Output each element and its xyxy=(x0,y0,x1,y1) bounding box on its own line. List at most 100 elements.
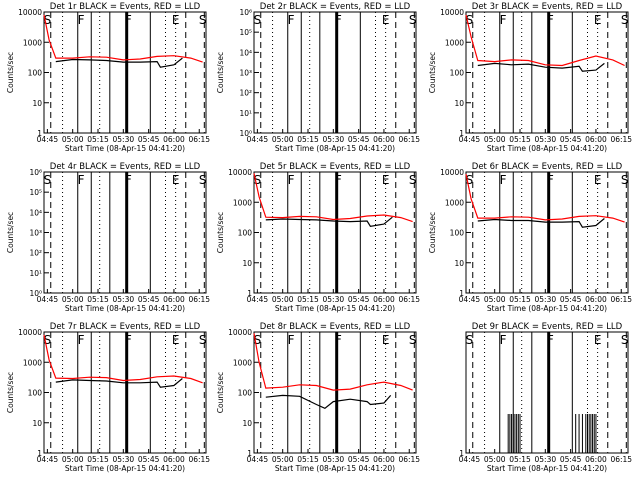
y-tick-label: 10⁰ xyxy=(239,129,252,138)
y-tick-label: 10 xyxy=(454,259,464,268)
flag-label: S xyxy=(44,173,52,187)
x-tick-label: 06:00 xyxy=(373,455,395,464)
x-tick-label: 05:30 xyxy=(323,135,345,144)
y-tick-label: 1000 xyxy=(445,198,464,207)
x-tick-label: 05:30 xyxy=(535,455,557,464)
x-tick-label: 05:45 xyxy=(138,135,160,144)
y-tick-label: 10² xyxy=(239,89,252,98)
flag-label: F xyxy=(547,13,554,27)
flag-label: F xyxy=(78,333,85,347)
x-tick-label: 04:45 xyxy=(247,455,269,464)
flag-label: F xyxy=(500,333,507,347)
x-tick-label: 06:00 xyxy=(163,295,185,304)
x-tick-label: 05:45 xyxy=(348,295,370,304)
flag-label: F xyxy=(547,333,554,347)
plot-frame xyxy=(43,11,207,134)
x-tick-label: 06:00 xyxy=(585,135,607,144)
flag-label: E xyxy=(594,173,602,187)
flag-label: S xyxy=(199,333,207,347)
flag-label: E xyxy=(594,333,602,347)
x-tick-label: 06:15 xyxy=(188,135,210,144)
x-tick-label: 05:00 xyxy=(62,135,84,144)
x-tick-label: 06:15 xyxy=(188,455,210,464)
y-tick-label: 100 xyxy=(450,69,465,78)
flag-label: E xyxy=(382,173,390,187)
x-axis-label: Start Time (08-Apr-15 04:41:20) xyxy=(65,304,185,313)
x-tick-label: 06:00 xyxy=(585,455,607,464)
x-tick-label: 05:15 xyxy=(297,295,319,304)
flag-label: F xyxy=(288,13,295,27)
y-axis-label: Counts/sec xyxy=(6,372,15,413)
plot-frame xyxy=(465,11,629,134)
y-tick-label: 10³ xyxy=(29,229,42,238)
x-tick-label: 05:30 xyxy=(323,295,345,304)
events-series-line xyxy=(265,394,392,409)
plot-frame xyxy=(253,11,417,134)
flag-label: F xyxy=(335,333,342,347)
x-tick-label: 06:15 xyxy=(398,295,420,304)
flag-label: S xyxy=(466,333,474,347)
y-tick-label: 10⁵ xyxy=(29,188,42,197)
y-tick-label: 1000 xyxy=(23,358,42,367)
plot-frame xyxy=(465,331,629,454)
x-tick-label: 06:00 xyxy=(163,135,185,144)
events-series-line xyxy=(55,378,183,388)
x-tick-label: 05:45 xyxy=(138,295,160,304)
chart-title: Det 7r BLACK = Events, RED = LLD xyxy=(50,322,201,332)
y-tick-label: 1000 xyxy=(445,38,464,47)
flag-label: F xyxy=(125,333,132,347)
y-tick-label: 10000 xyxy=(18,328,42,337)
x-tick-label: 05:00 xyxy=(62,455,84,464)
x-tick-label: 06:00 xyxy=(373,295,395,304)
y-tick-label: 10⁴ xyxy=(239,48,252,57)
flag-label: F xyxy=(125,13,132,27)
x-tick-label: 05:15 xyxy=(87,135,109,144)
x-axis-label: Start Time (08-Apr-15 04:41:20) xyxy=(275,464,395,473)
x-tick-label: 05:15 xyxy=(509,135,531,144)
flag-label: S xyxy=(199,173,207,187)
y-tick-label: 1000 xyxy=(23,38,42,47)
y-tick-label: 100 xyxy=(28,69,43,78)
events-series-line xyxy=(477,62,605,72)
x-tick-label: 05:30 xyxy=(535,135,557,144)
y-tick-label: 10 xyxy=(32,419,42,428)
x-tick-label: 06:00 xyxy=(373,135,395,144)
x-tick-label: 05:15 xyxy=(87,295,109,304)
x-tick-label: 04:45 xyxy=(459,455,481,464)
flag-label: S xyxy=(254,173,262,187)
y-tick-label: 10 xyxy=(32,99,42,108)
lld-series-line xyxy=(43,334,203,384)
x-tick-label: 06:15 xyxy=(188,295,210,304)
x-tick-label: 06:15 xyxy=(610,295,632,304)
x-axis-label: Start Time (08-Apr-15 04:41:20) xyxy=(275,304,395,313)
x-tick-label: 05:15 xyxy=(297,135,319,144)
x-tick-label: 05:30 xyxy=(113,135,135,144)
x-tick-label: 05:45 xyxy=(560,455,582,464)
lld-series-line xyxy=(465,173,625,223)
y-axis-label: Counts/sec xyxy=(216,52,225,93)
chart-title: Det 1r BLACK = Events, RED = LLD xyxy=(50,2,201,12)
y-tick-label: 10⁶ xyxy=(239,8,252,17)
y-tick-label: 10000 xyxy=(440,168,464,177)
chart-title: Det 8r BLACK = Events, RED = LLD xyxy=(260,322,411,332)
x-tick-label: 05:30 xyxy=(323,455,345,464)
y-tick-label: 10² xyxy=(29,249,42,258)
x-tick-label: 04:45 xyxy=(247,135,269,144)
x-tick-label: 05:15 xyxy=(509,455,531,464)
y-tick-label: 100 xyxy=(450,229,465,238)
flag-label: S xyxy=(466,173,474,187)
y-tick-label: 10⁴ xyxy=(29,208,42,217)
flag-label: E xyxy=(382,333,390,347)
y-tick-label: 10 xyxy=(242,259,252,268)
x-tick-label: 05:00 xyxy=(62,295,84,304)
flag-label: S xyxy=(409,13,417,27)
x-tick-label: 05:15 xyxy=(87,455,109,464)
y-tick-label: 100 xyxy=(28,389,43,398)
flag-label: F xyxy=(335,173,342,187)
flag-label: S xyxy=(254,13,262,27)
chart-title: Det 6r BLACK = Events, RED = LLD xyxy=(472,162,623,172)
